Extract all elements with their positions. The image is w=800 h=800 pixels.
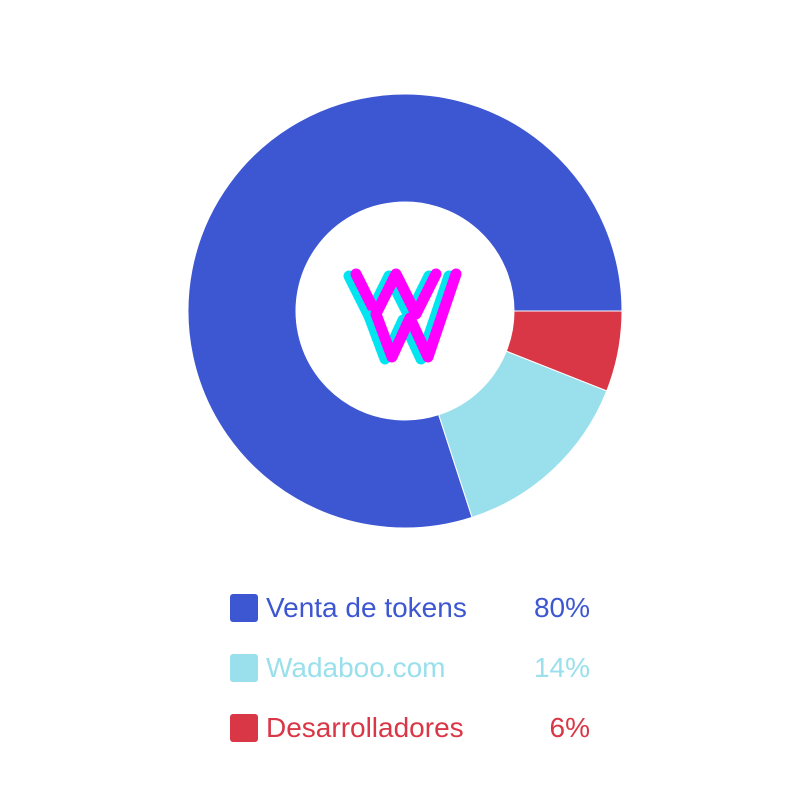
legend-item-desarrolladores: Desarrolladores 6% [230, 710, 590, 746]
legend-item-wadaboo: Wadaboo.com 14% [230, 650, 590, 686]
logo-w-top-magenta [350, 268, 442, 320]
legend-label-wadaboo: Wadaboo.com [266, 652, 446, 683]
logo-w-bottom-cyan [363, 270, 455, 365]
chart-legend: Venta de tokens 80% Wadaboo.com 14% Desa… [230, 590, 590, 770]
slice-venta-de-tokens [187, 93, 623, 529]
slice-desarrolladores [505, 310, 623, 392]
legend-swatch-wadaboo [230, 654, 258, 682]
donut-chart [187, 93, 623, 529]
legend-value-desarrolladores: 6% [549, 712, 590, 743]
legend-value-venta: 80% [533, 592, 590, 623]
legend-swatch-desarrolladores [230, 714, 258, 742]
legend-label-venta: Venta de tokens [266, 592, 467, 623]
legend-label-desarrolladores: Desarrolladores [266, 712, 464, 743]
wadaboo-logo [343, 268, 462, 365]
legend-item-venta: Venta de tokens 80% [230, 590, 590, 626]
donut-slices [187, 93, 623, 529]
legend-swatch-venta [230, 594, 258, 622]
legend-value-wadaboo: 14% [533, 652, 590, 683]
logo-w-bottom-magenta [370, 268, 462, 363]
